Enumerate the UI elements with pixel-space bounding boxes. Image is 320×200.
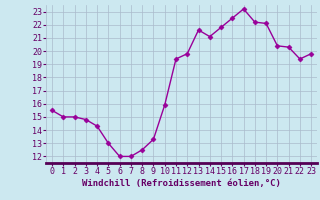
X-axis label: Windchill (Refroidissement éolien,°C): Windchill (Refroidissement éolien,°C) bbox=[82, 179, 281, 188]
